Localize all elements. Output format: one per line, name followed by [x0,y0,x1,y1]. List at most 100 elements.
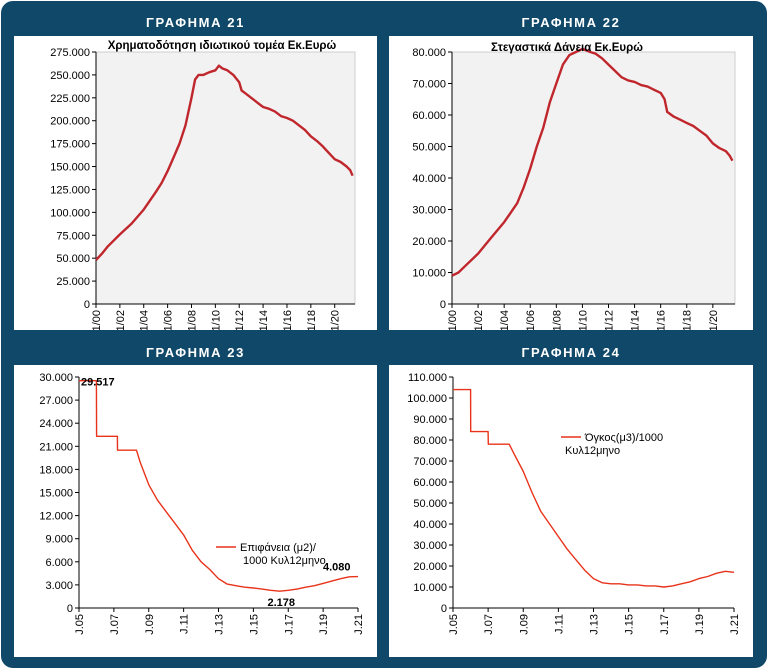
panel-chart-24: ΓΡΑΦΗΜΑ 24 0 10.000 20.000 30.000 40.000 50.0… [389,342,753,657]
y-tick-label: 24.000 [39,418,73,430]
building-volume-chart: 0 10.000 20.000 30.000 40.000 50.000 60.000 70.… [407,372,741,635]
chart-title: Χρηματοδότηση ιδιωτικού τομέα Εκ.Ευρώ [108,40,337,52]
x-tick-label: J.17 [659,614,671,635]
x-tick-label: 1/02 [473,310,485,330]
chart-box: 0 10.000 20.000 30.000 40.000 50.000 60.000 70.… [389,36,753,331]
y-tick-label: 12.000 [39,511,73,523]
y-tick-label: 125.000 [50,184,90,196]
y-tick-label: 150.000 [50,162,90,174]
x-tick-label: 1/08 [551,310,563,330]
y-tick-label: 75.000 [56,230,90,242]
chart-box: 0 25.000 50.000 75.000 100.000 125.000 150.000… [14,36,377,331]
y-tick-label: 10.000 [413,582,447,594]
y-tick-label: 80.000 [413,435,447,447]
y-tick-label: 60.000 [413,477,447,489]
x-tick-label: 1/02 [115,310,127,330]
x-tick-label: 1/04 [499,310,511,330]
panel-title: ΓΡΑΦΗΜΑ 23 [146,345,245,360]
legend-line: Επιφάνεια (μ2)/ [240,542,317,554]
x-tick-label: 1/00 [91,310,103,330]
x-tick-label: J.21 [353,614,365,635]
series-line [95,64,354,261]
y-tick-label: 175.000 [50,139,90,151]
plot-area [95,51,356,305]
y-tick-label: 9.000 [45,534,73,546]
legend-label: Όγκος(μ3)/1000 Κυλ12μηνο [565,432,663,457]
x-tick-label: 1/20 [330,310,342,330]
x-tick-label: 1/14 [258,310,270,330]
plot-area [79,377,358,608]
y-tick-label: 275.000 [50,47,90,59]
y-tick-label: 70.000 [413,456,447,468]
panel-chart-23: ΓΡΑΦΗΜΑ 23 0 3.000 6.000 9.000 12.000 15.000 1… [14,342,377,657]
x-tick-label: 1/06 [525,310,537,330]
y-tick-label: 6.000 [45,557,73,569]
y-tick-label: 200.000 [50,116,90,128]
x-tick-label: J.15 [624,614,636,635]
y-tick-label: 30.000 [413,540,447,552]
x-tick-label: J.09 [518,614,530,635]
y-tick-label: 110.000 [408,372,447,384]
y-tick-label: 100.000 [50,207,90,219]
y-tick-label: 30.000 [412,205,446,217]
y-tick-label: 50.000 [412,142,446,154]
y-tick-label: 40.000 [412,173,446,185]
x-tick-label: 1/16 [656,310,668,330]
housing-loans-chart: 0 10.000 20.000 30.000 40.000 50.000 60.000 70.… [412,42,736,331]
x-tick-label: J.19 [694,614,706,635]
x-tick-label: 1/12 [603,310,615,330]
y-tick-label: 25.000 [56,276,90,288]
x-tick-label: 1/10 [210,310,222,330]
x-tick-label: J.11 [179,614,191,634]
y-tick-label: 0 [84,299,90,311]
x-tick-label: J.21 [729,614,741,635]
x-tick-label: 1/16 [282,310,294,330]
y-tick-label: 60.000 [412,110,446,122]
y-tick-label: 3.000 [45,580,73,592]
data-label: 2.178 [268,597,296,609]
panel-chart-22: ΓΡΑΦΗΜΑ 22 0 10.000 20.000 30.000 40.000 50.0… [389,12,753,331]
plot-area [453,377,734,608]
x-tick-label: J.07 [483,614,495,635]
x-tick-label: J.05 [448,614,460,635]
y-tick-label: 0 [441,603,447,615]
y-tick-label: 40.000 [413,519,447,531]
legend-label: Επιφάνεια (μ2)/1000 Κυλ12μηνο [240,542,326,567]
panel-title: ΓΡΑΦΗΜΑ 22 [521,15,621,30]
y-tick-label: 20.000 [412,236,446,248]
x-tick-label: J.17 [283,614,295,635]
x-tick-label: J.15 [248,614,260,635]
y-tick-label: 70.000 [412,79,446,91]
x-tick-label: J.13 [214,614,226,635]
y-tick-label: 27.000 [39,395,73,407]
y-tick-label: 20.000 [413,561,447,573]
legend-line: 1000 Κυλ12μηνο [243,555,326,567]
panel-title: ΓΡΑΦΗΜΑ 21 [146,15,245,30]
y-tick-label: 50.000 [413,498,447,510]
x-tick-label: 1/12 [234,310,246,330]
chart-box: 0 3.000 6.000 9.000 12.000 15.000 18.000 21.000… [14,365,377,657]
y-tick-label: 80.000 [412,47,446,59]
series-line [79,379,359,592]
x-tick-label: J.07 [109,614,121,635]
x-tick-label: J.19 [318,614,330,635]
x-tick-label: 1/20 [708,310,720,330]
y-tick-label: 0 [440,299,446,311]
y-tick-label: 50.000 [56,253,90,265]
series-line [451,47,734,277]
panel-chart-21: ΓΡΑΦΗΜΑ 21 0 25.000 50.000 75.000 100.000 125… [14,12,377,331]
y-tick-label: 18.000 [39,464,73,476]
x-tick-label: J.11 [553,614,565,634]
x-tick-label: 1/18 [682,310,694,330]
series-line [453,388,735,588]
x-tick-label: J.05 [74,614,86,635]
y-tick-label: 250.000 [50,70,90,82]
y-tick-label: 0 [67,603,73,615]
private-sector-financing-chart: 0 25.000 50.000 75.000 100.000 125.000 150.000… [50,40,356,331]
data-label: 4.080 [323,562,351,574]
x-tick-label: 1/06 [163,310,175,330]
x-tick-label: 1/14 [630,310,642,330]
chart-title: Στεγαστικά Δάνεια Εκ.Ευρώ [491,42,643,54]
legend-line: Όγκος(μ3)/1000 [584,432,663,444]
y-tick-label: 225.000 [50,93,90,105]
